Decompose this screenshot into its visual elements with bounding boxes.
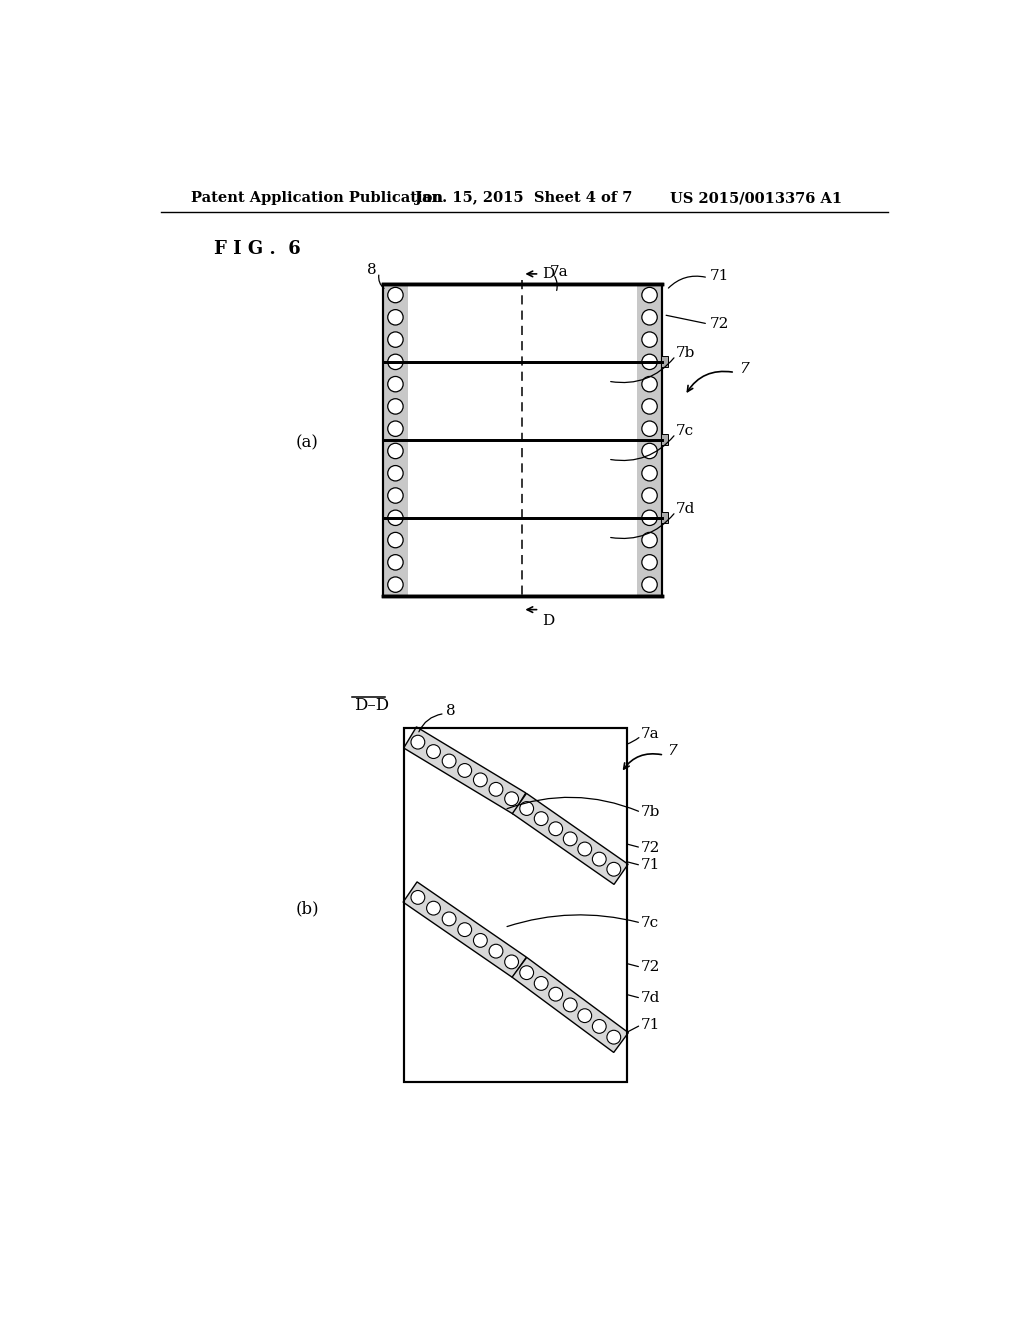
Circle shape bbox=[642, 444, 657, 458]
Bar bbox=[637, 284, 662, 595]
Circle shape bbox=[642, 466, 657, 480]
Circle shape bbox=[505, 792, 518, 805]
Circle shape bbox=[489, 783, 503, 796]
Circle shape bbox=[388, 354, 403, 370]
Circle shape bbox=[642, 554, 657, 570]
Text: (b): (b) bbox=[296, 900, 319, 917]
Polygon shape bbox=[403, 882, 526, 977]
Circle shape bbox=[578, 842, 592, 855]
Text: 72: 72 bbox=[641, 841, 660, 855]
Circle shape bbox=[388, 554, 403, 570]
Circle shape bbox=[505, 954, 518, 969]
Text: 7c: 7c bbox=[641, 916, 659, 931]
Polygon shape bbox=[512, 957, 629, 1052]
Circle shape bbox=[388, 288, 403, 302]
Text: D–D: D–D bbox=[354, 697, 389, 714]
Circle shape bbox=[535, 812, 548, 825]
Circle shape bbox=[442, 912, 456, 925]
Text: Jan. 15, 2015  Sheet 4 of 7: Jan. 15, 2015 Sheet 4 of 7 bbox=[416, 191, 633, 206]
Bar bbox=[662, 512, 668, 523]
Circle shape bbox=[442, 754, 456, 768]
Text: 7: 7 bbox=[739, 362, 749, 376]
Circle shape bbox=[427, 744, 440, 759]
Polygon shape bbox=[512, 793, 628, 884]
Circle shape bbox=[388, 510, 403, 525]
Bar bbox=[662, 434, 668, 445]
Bar bbox=[383, 284, 662, 595]
Circle shape bbox=[388, 376, 403, 392]
Circle shape bbox=[563, 832, 578, 846]
Bar bbox=[403, 729, 628, 1082]
Circle shape bbox=[642, 354, 657, 370]
Circle shape bbox=[642, 399, 657, 414]
Bar bbox=[403, 729, 628, 1082]
Text: 72: 72 bbox=[641, 960, 660, 974]
Circle shape bbox=[473, 774, 487, 787]
Circle shape bbox=[458, 763, 472, 777]
Text: 8: 8 bbox=[368, 263, 377, 277]
Circle shape bbox=[411, 891, 425, 904]
Circle shape bbox=[642, 577, 657, 593]
Circle shape bbox=[642, 331, 657, 347]
Circle shape bbox=[458, 923, 472, 937]
Text: D: D bbox=[543, 614, 555, 628]
Circle shape bbox=[520, 966, 534, 979]
Text: 7a: 7a bbox=[550, 264, 568, 279]
Text: 7b: 7b bbox=[641, 805, 660, 820]
Circle shape bbox=[592, 1019, 606, 1034]
Text: 72: 72 bbox=[710, 317, 729, 331]
Text: 7a: 7a bbox=[641, 727, 659, 742]
Circle shape bbox=[388, 399, 403, 414]
Circle shape bbox=[427, 902, 440, 915]
Circle shape bbox=[642, 510, 657, 525]
Text: 7b: 7b bbox=[676, 346, 695, 359]
Circle shape bbox=[642, 532, 657, 548]
Circle shape bbox=[388, 466, 403, 480]
Circle shape bbox=[642, 288, 657, 302]
Circle shape bbox=[563, 998, 578, 1012]
Text: 7d: 7d bbox=[676, 502, 695, 516]
Bar bbox=[662, 356, 668, 367]
Text: 71: 71 bbox=[710, 269, 729, 284]
Circle shape bbox=[642, 488, 657, 503]
Circle shape bbox=[642, 376, 657, 392]
Circle shape bbox=[607, 1031, 621, 1044]
Text: US 2015/0013376 A1: US 2015/0013376 A1 bbox=[670, 191, 842, 206]
Circle shape bbox=[388, 331, 403, 347]
Text: 71: 71 bbox=[641, 1018, 660, 1032]
Circle shape bbox=[549, 822, 562, 836]
Circle shape bbox=[592, 853, 606, 866]
Circle shape bbox=[388, 532, 403, 548]
Text: 8: 8 bbox=[446, 705, 456, 718]
Circle shape bbox=[642, 310, 657, 325]
Circle shape bbox=[520, 801, 534, 816]
Circle shape bbox=[388, 310, 403, 325]
Text: 7d: 7d bbox=[641, 991, 660, 1006]
Circle shape bbox=[388, 488, 403, 503]
Circle shape bbox=[388, 421, 403, 437]
Circle shape bbox=[607, 862, 621, 876]
Circle shape bbox=[549, 987, 562, 1001]
Bar bbox=[383, 284, 662, 595]
Circle shape bbox=[578, 1008, 592, 1023]
Circle shape bbox=[535, 977, 548, 990]
Circle shape bbox=[411, 735, 425, 748]
Circle shape bbox=[489, 944, 503, 958]
Text: (a): (a) bbox=[296, 434, 319, 451]
Text: F I G .  6: F I G . 6 bbox=[214, 240, 300, 259]
Text: 7c: 7c bbox=[676, 424, 694, 438]
Circle shape bbox=[473, 933, 487, 948]
Polygon shape bbox=[403, 727, 525, 814]
Text: 71: 71 bbox=[641, 858, 660, 873]
Text: 7: 7 bbox=[668, 744, 677, 758]
Text: D: D bbox=[543, 267, 555, 281]
Circle shape bbox=[388, 444, 403, 458]
Circle shape bbox=[642, 421, 657, 437]
Circle shape bbox=[388, 577, 403, 593]
Bar bbox=[383, 284, 408, 595]
Text: Patent Application Publication: Patent Application Publication bbox=[190, 191, 442, 206]
